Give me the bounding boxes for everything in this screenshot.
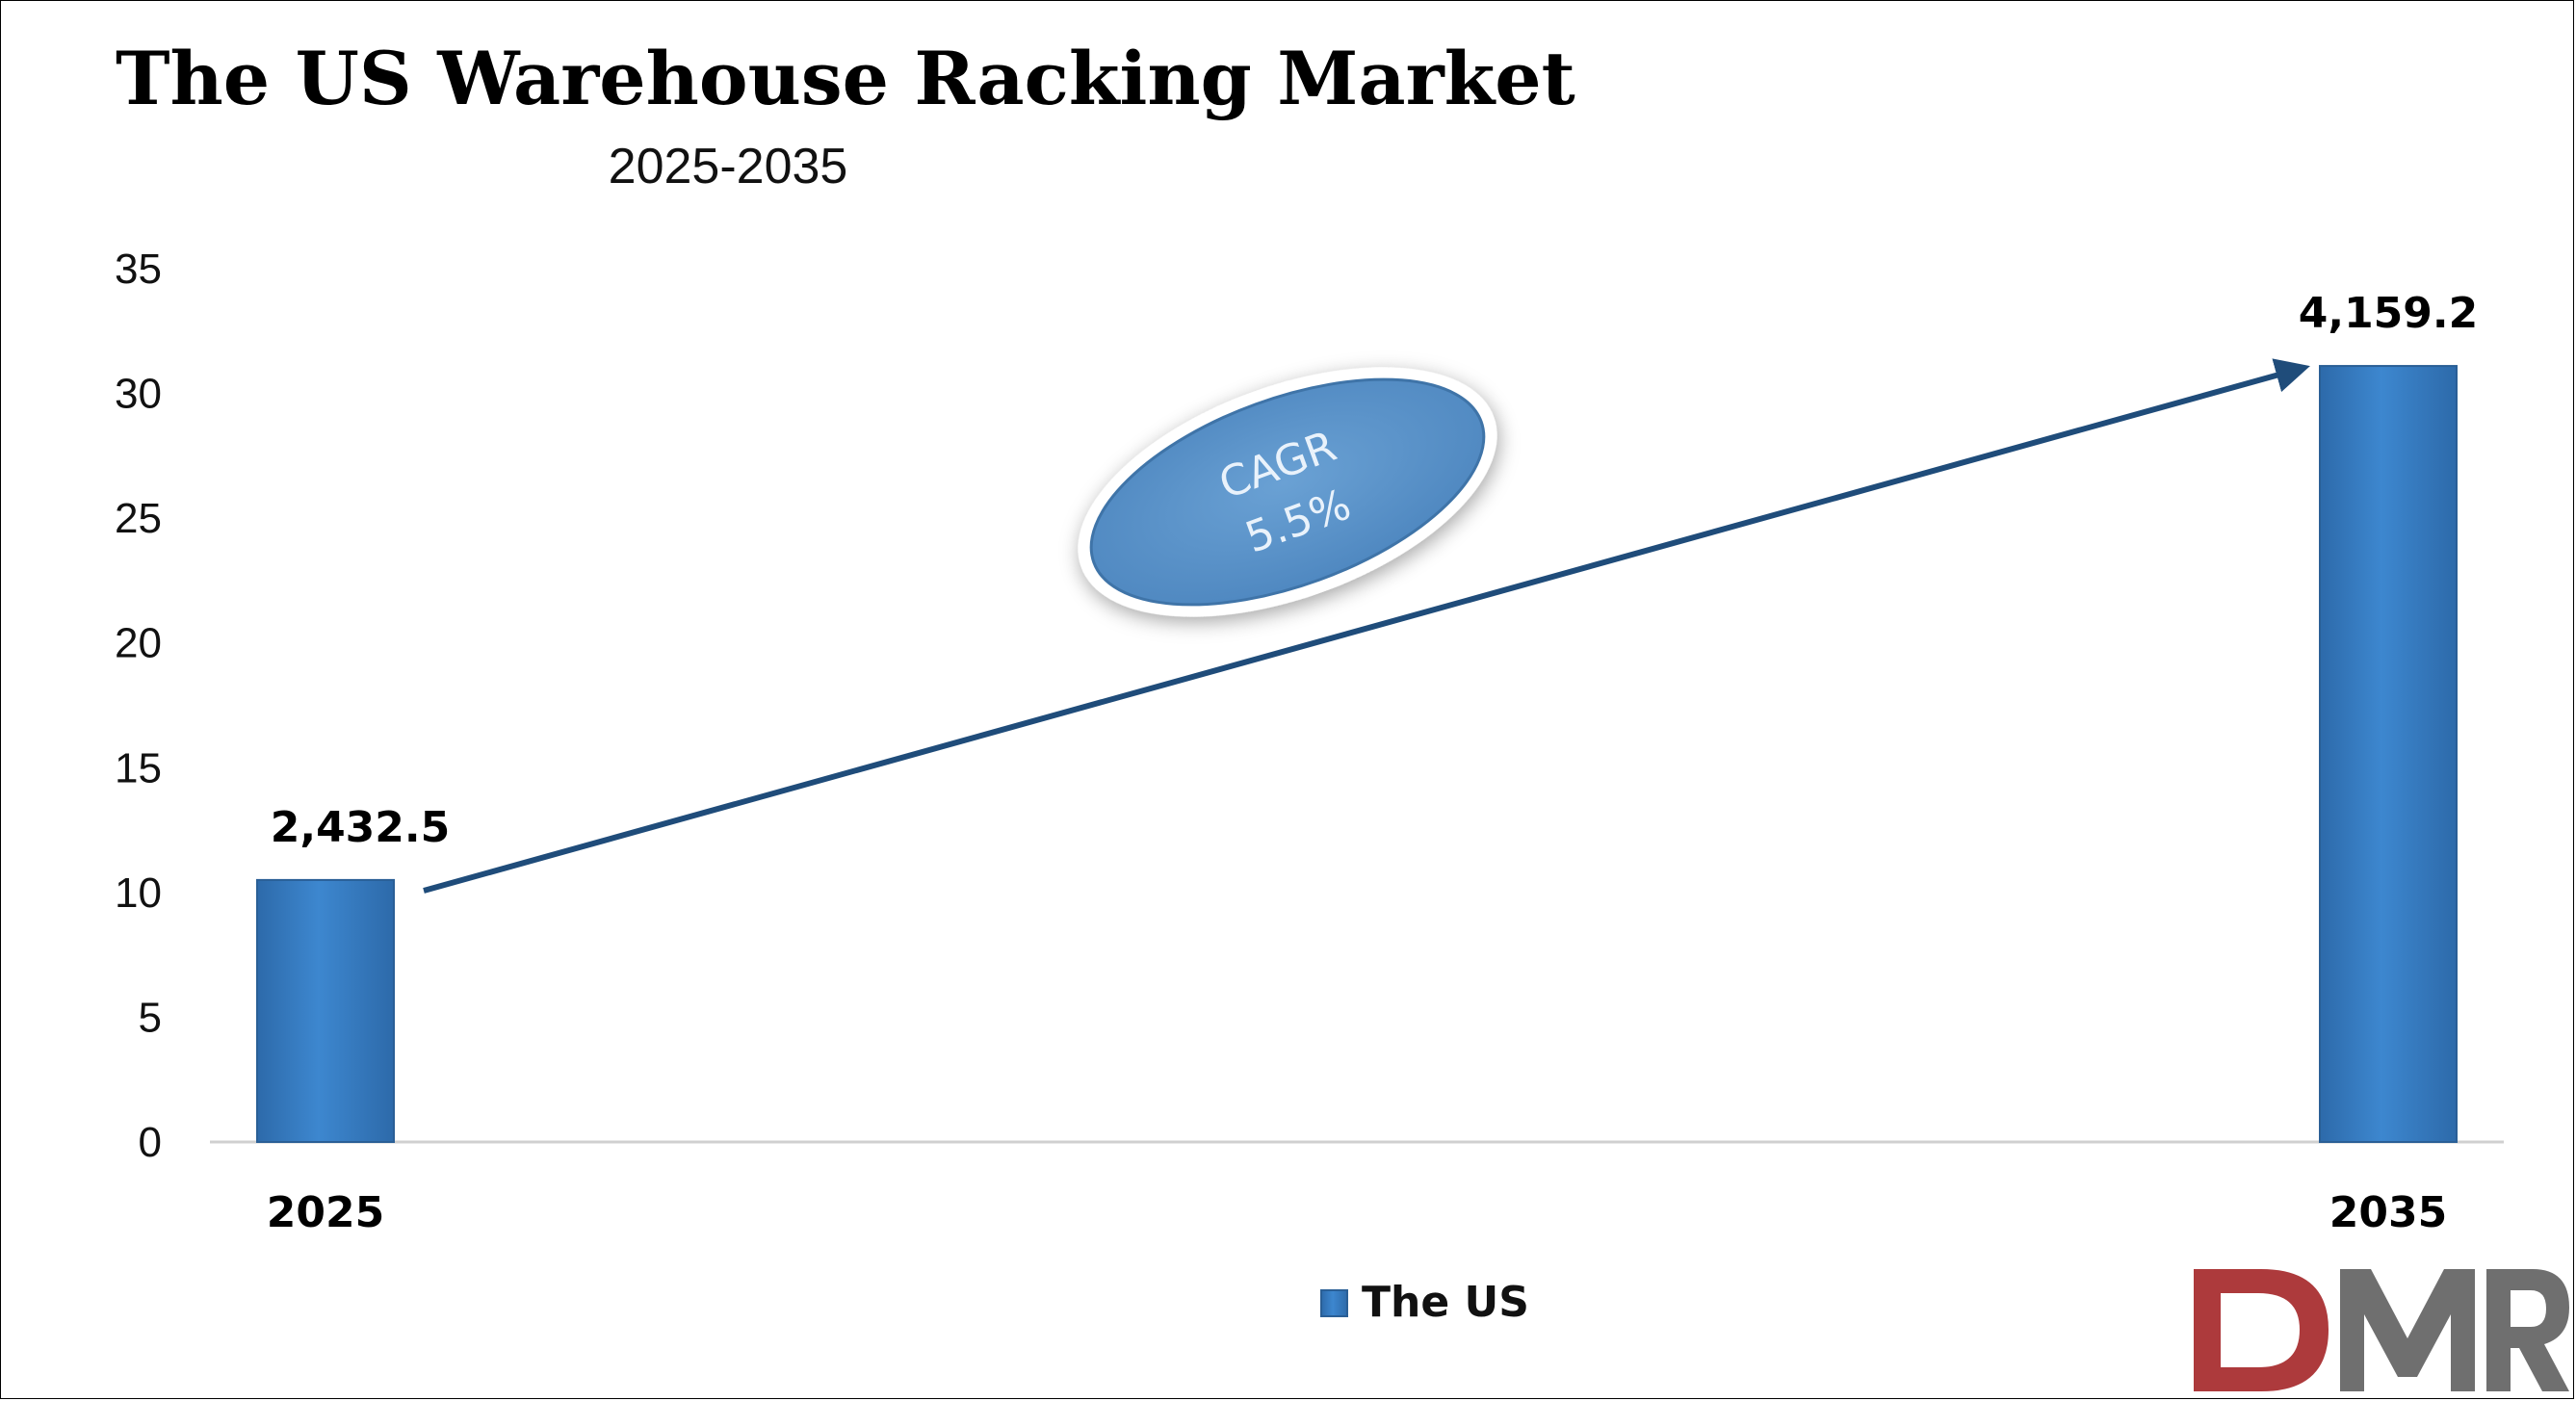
y-tick-label: 35 xyxy=(115,246,162,293)
legend: The US xyxy=(1320,1278,1529,1327)
logo-letter-d xyxy=(2194,1269,2329,1391)
logo-letter-r xyxy=(2486,1269,2569,1391)
x-axis-ticks: 2025 2035 xyxy=(267,1188,2447,1237)
x-tick-label-2035: 2035 xyxy=(2329,1188,2447,1237)
y-tick-label: 25 xyxy=(115,495,162,542)
bar-2035 xyxy=(2319,365,2458,1143)
x-tick-label-2025: 2025 xyxy=(267,1188,384,1237)
y-tick-label: 10 xyxy=(115,869,162,917)
chart-title: The US Warehouse Racking Market xyxy=(116,36,1575,121)
legend-label: The US xyxy=(1362,1278,1529,1327)
dmr-logo xyxy=(2194,1269,2569,1391)
legend-swatch xyxy=(1320,1289,1348,1317)
data-labels-group: 2,432.5 4,159.2 xyxy=(271,289,2479,852)
bars-group xyxy=(256,365,2458,1144)
y-tick-label: 0 xyxy=(139,1119,162,1166)
y-tick-label: 15 xyxy=(115,744,162,791)
chart-subtitle: 2025-2035 xyxy=(609,139,848,195)
bar-2025 xyxy=(256,878,395,1144)
cagr-arrow xyxy=(423,358,2310,894)
logo-letter-m xyxy=(2340,1269,2475,1391)
y-tick-label: 5 xyxy=(139,994,162,1041)
cagr-badge: CAGR 5.5% xyxy=(1078,367,1497,617)
y-axis-ticks: 0 5 10 15 20 25 30 35 xyxy=(115,246,162,1166)
data-label-2035: 4,159.2 xyxy=(2299,289,2479,338)
data-label-2025: 2,432.5 xyxy=(271,803,451,852)
y-tick-label: 20 xyxy=(115,620,162,667)
y-tick-label: 30 xyxy=(115,371,162,418)
